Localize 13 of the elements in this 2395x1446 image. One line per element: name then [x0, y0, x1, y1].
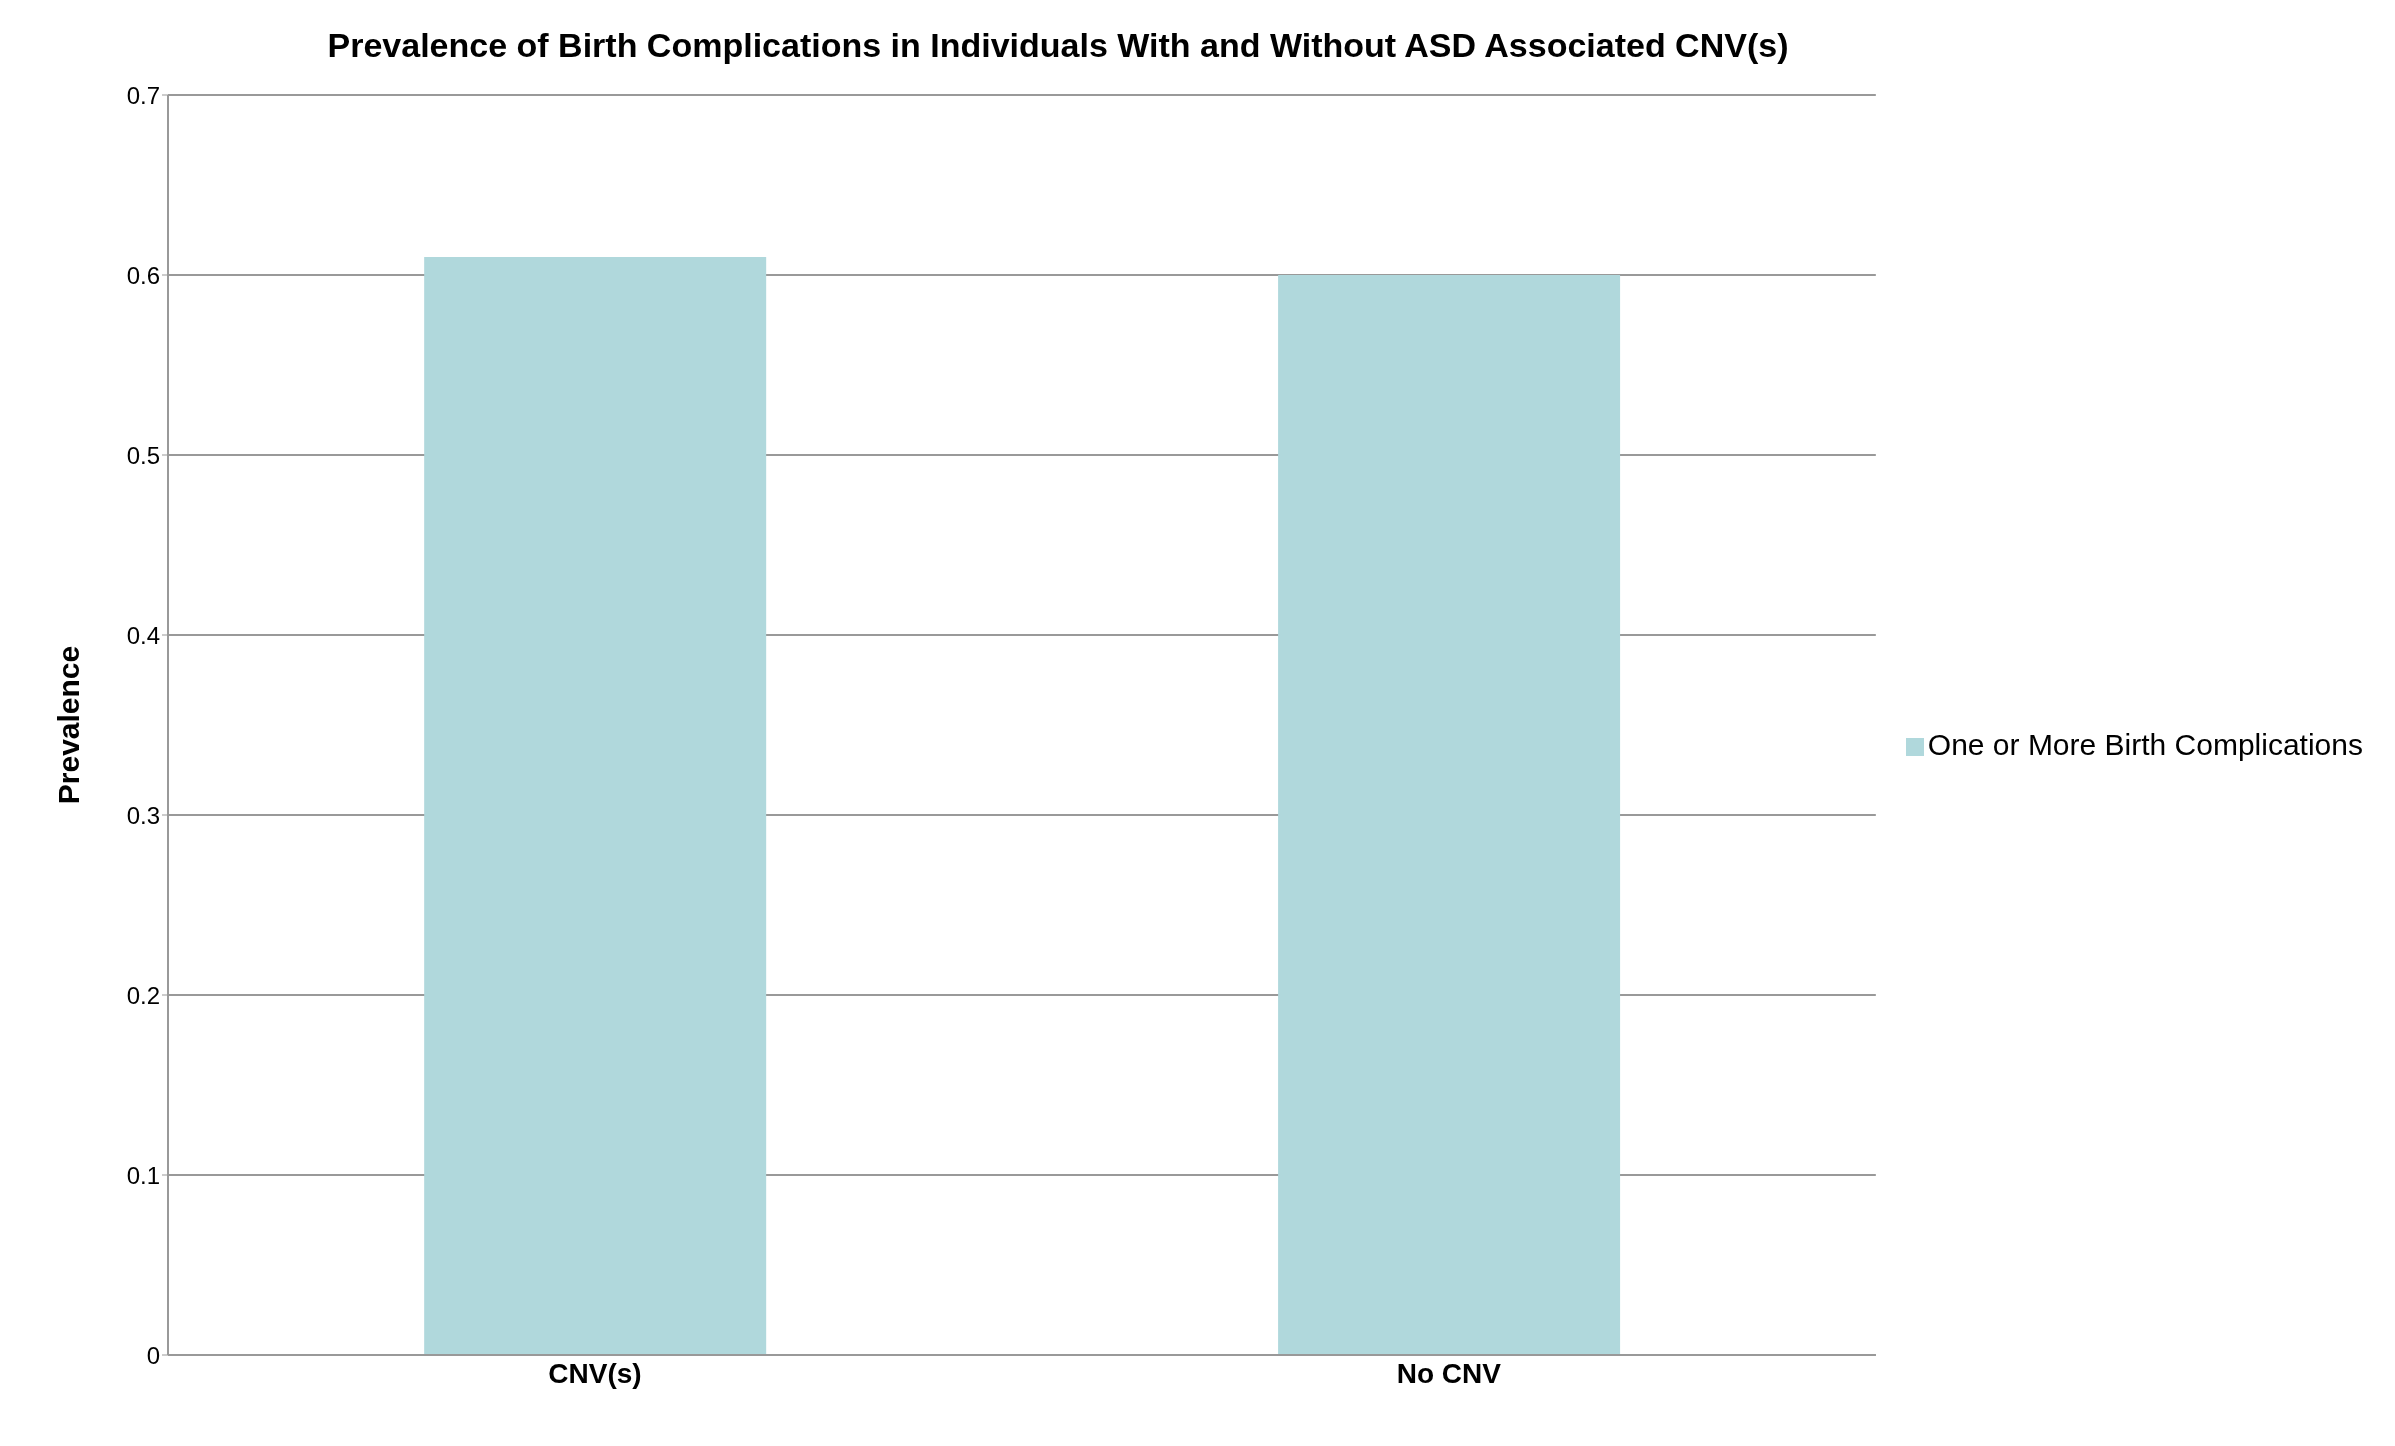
legend-label: One or More Birth Complications — [1927, 728, 2363, 761]
y-tick-label: 0.6 — [126, 261, 160, 289]
chart-title: Prevalence of Birth Complications in Individuals With and Without ASD Associated CNV(s) — [326, 26, 1790, 65]
y-tick-label: 0.7 — [126, 81, 160, 109]
y-axis-title: Prevalence — [51, 645, 85, 805]
x-tick-label: CNV(s) — [548, 1357, 642, 1389]
y-tick-label: 0.5 — [126, 441, 160, 469]
y-tick-label: 0.4 — [126, 621, 160, 649]
x-tick-label: No CNV — [1396, 1357, 1502, 1389]
y-tick-label: 0.3 — [126, 801, 160, 829]
y-tick-label: 0.2 — [126, 981, 160, 1009]
y-tick-label: 0.1 — [126, 1161, 160, 1189]
y-tick-label: 0 — [146, 1341, 160, 1369]
